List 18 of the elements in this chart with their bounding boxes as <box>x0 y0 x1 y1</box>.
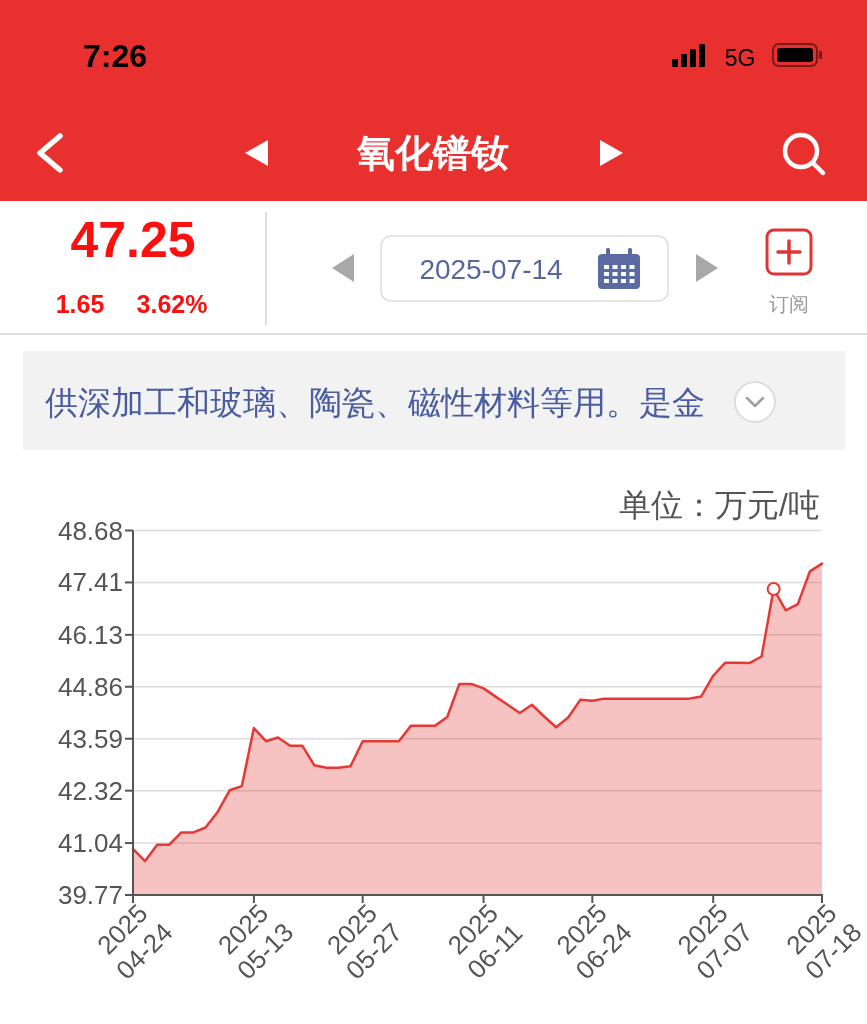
text: 5G <box>724 45 756 71</box>
text: 供深加工和玻璃、陶瓷、磁性材料等用。是金 <box>45 384 705 421</box>
y-tick-label: 48.68 <box>57 515 123 546</box>
y-tick-label: 42.32 <box>57 775 123 806</box>
text: 3.62% <box>136 290 208 318</box>
y-axis-title: 单位：万元/吨 <box>619 487 820 523</box>
y-tick-label: 44.86 <box>57 671 123 702</box>
y-tick-label: 43.59 <box>57 723 123 754</box>
y-tick-label: 39.77 <box>57 880 123 910</box>
text: 订阅 <box>769 293 809 315</box>
y-tick-label: 46.13 <box>57 619 123 650</box>
text: 2025-07-14 <box>419 254 563 285</box>
y-tick-label: 41.04 <box>57 828 123 859</box>
text: 7:26 <box>82 38 148 74</box>
text: 47.25 <box>70 212 196 268</box>
text: 1.65 <box>55 290 105 318</box>
chart-title: 氧化镨钕 <box>356 132 509 174</box>
y-tick-label: 47.41 <box>57 567 123 598</box>
